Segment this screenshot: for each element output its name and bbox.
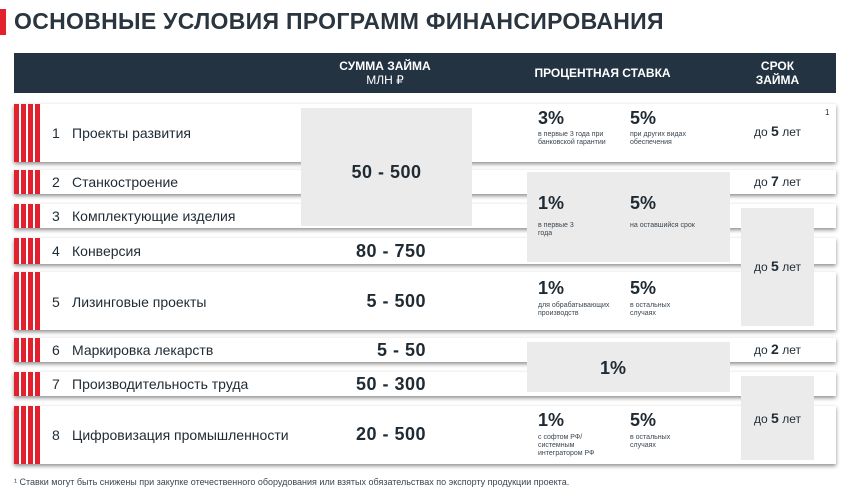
row-name: Проекты развития bbox=[72, 125, 191, 141]
row-name: Конверсия bbox=[72, 243, 141, 259]
term-prefix: до bbox=[754, 175, 768, 189]
rate-value: 1% bbox=[538, 278, 565, 298]
rate-note: в остальных случаях bbox=[630, 302, 671, 317]
row-stripes bbox=[14, 204, 40, 228]
rate-value: 5% bbox=[630, 193, 657, 213]
term-years: 2 bbox=[771, 341, 779, 357]
header-amount-line2: МЛН ₽ bbox=[366, 73, 404, 87]
rate-value: 5% bbox=[630, 278, 657, 298]
amount-value: 20 - 500 bbox=[355, 424, 426, 444]
row-stripes bbox=[14, 272, 40, 330]
row-name: Производительность труда bbox=[72, 376, 249, 392]
term-prefix: до bbox=[754, 260, 768, 274]
row-number: 4 bbox=[52, 243, 60, 259]
page-title: ОСНОВНЫЕ УСЛОВИЯ ПРОГРАММ ФИНАНСИРОВАНИЯ bbox=[14, 8, 664, 34]
term-value: до 5 лет bbox=[740, 410, 815, 426]
rate-note: для обрабатывающих производств bbox=[538, 302, 610, 317]
term-value: до 5 лет bbox=[740, 123, 815, 139]
row-number: 2 bbox=[52, 174, 60, 190]
rate-note: в первые 3 года bbox=[538, 222, 574, 237]
rate-note: с софтом РФ/ системным интегратором РФ bbox=[538, 434, 595, 457]
term-prefix: до bbox=[754, 125, 768, 139]
header-amount-line1: СУММА ЗАЙМА bbox=[339, 59, 431, 73]
term-years: 5 bbox=[771, 410, 779, 426]
row-number: 1 bbox=[52, 125, 60, 141]
title-accent-bar bbox=[0, 9, 6, 35]
term-prefix: до bbox=[754, 343, 768, 357]
row-name: Лизинговые проекты bbox=[72, 294, 207, 310]
header-term-line2: ЗАЙМА bbox=[755, 73, 800, 87]
term-years: 7 bbox=[771, 173, 779, 189]
rate-value: 1% bbox=[538, 193, 565, 213]
row-stripes bbox=[14, 372, 40, 396]
rate-group-box bbox=[527, 172, 730, 262]
term-years: 5 bbox=[771, 123, 779, 139]
header-rate: ПРОЦЕНТНАЯ СТАВКА bbox=[534, 66, 671, 80]
term-group-box bbox=[741, 208, 814, 326]
term-years: 5 bbox=[771, 258, 779, 274]
rate-value: 5% bbox=[630, 410, 657, 430]
term-unit: лет bbox=[782, 260, 801, 274]
amount-value: 80 - 750 bbox=[355, 241, 426, 261]
term-unit: лет bbox=[782, 125, 801, 139]
row-name: Комплектующие изделия bbox=[72, 208, 236, 224]
row-number: 7 bbox=[52, 376, 60, 392]
table-row: 8 Цифровизация промышленности bbox=[14, 406, 836, 464]
rate-note: при других видах обеспечения bbox=[630, 131, 686, 146]
header-term: СРОК ЗАЙМА bbox=[740, 59, 815, 87]
row-number: 6 bbox=[52, 342, 60, 358]
rate-note: в первые 3 года при банковской гарантии bbox=[538, 131, 606, 146]
footnote-marker: 1 bbox=[825, 108, 830, 117]
row-stripes bbox=[14, 238, 40, 264]
rate-value: 5% bbox=[630, 108, 657, 128]
footnote: ¹ Ставки могут быть снижены при закупке … bbox=[14, 477, 570, 487]
rate-note: в остальных случаях bbox=[630, 434, 671, 449]
row-name: Станкостроение bbox=[72, 174, 179, 190]
row-name: Маркировка лекарств bbox=[72, 342, 214, 358]
header-amount: СУММА ЗАЙМА МЛН ₽ bbox=[330, 59, 440, 87]
row-number: 8 bbox=[52, 427, 60, 443]
rate-note: на оставшийся срок bbox=[630, 222, 695, 229]
row-number: 5 bbox=[52, 294, 60, 310]
row-name: Цифровизация промышленности bbox=[72, 427, 289, 443]
amount-value: 50 - 500 bbox=[351, 162, 422, 182]
term-group-box bbox=[741, 376, 814, 460]
rate-value: 1% bbox=[599, 358, 626, 378]
table-header bbox=[14, 53, 836, 93]
term-unit: лет bbox=[782, 343, 801, 357]
term-unit: лет bbox=[782, 175, 801, 189]
term-value: до 7 лет bbox=[740, 173, 815, 189]
term-value: до 5 лет bbox=[740, 258, 815, 274]
table-row: 5 Лизинговые проекты bbox=[14, 272, 836, 330]
rate-value: 1% bbox=[538, 410, 565, 430]
rate-group-box bbox=[527, 342, 730, 392]
header-term-line1: СРОК bbox=[760, 59, 795, 73]
rate-value: 3% bbox=[538, 108, 565, 128]
row-stripes bbox=[14, 104, 40, 162]
amount-group-box bbox=[301, 108, 472, 226]
amount-value: 50 - 300 bbox=[355, 374, 426, 394]
term-unit: лет bbox=[782, 412, 801, 426]
row-number: 3 bbox=[52, 208, 60, 224]
row-stripes bbox=[14, 406, 40, 464]
amount-value: 5 - 500 bbox=[366, 291, 426, 311]
term-prefix: до bbox=[754, 412, 768, 426]
amount-value: 5 - 50 bbox=[376, 340, 426, 360]
term-value: до 2 лет bbox=[740, 341, 815, 357]
row-stripes bbox=[14, 170, 40, 194]
row-stripes bbox=[14, 338, 40, 362]
